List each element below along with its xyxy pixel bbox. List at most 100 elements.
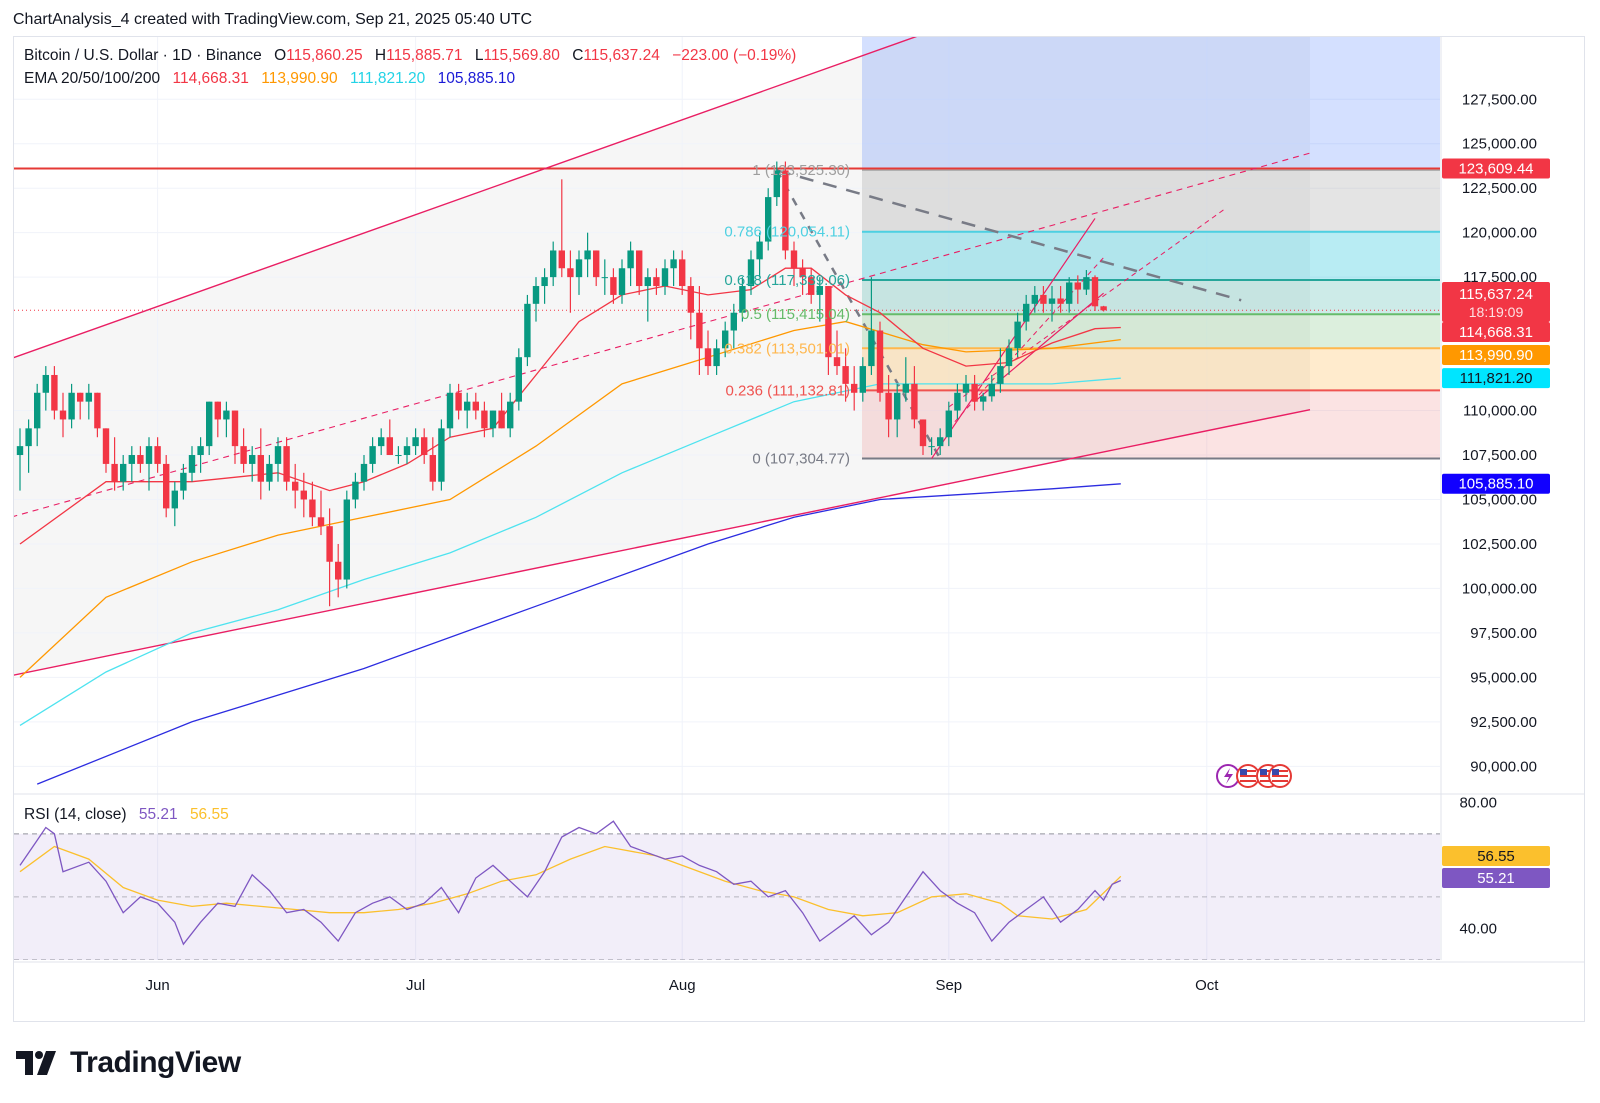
candle-body bbox=[171, 490, 178, 509]
candle-body bbox=[687, 286, 694, 313]
candle-body bbox=[773, 170, 780, 198]
price-tick-label: 95,000.00 bbox=[1470, 669, 1537, 686]
candle-body bbox=[567, 268, 574, 278]
candle-body bbox=[421, 437, 428, 456]
candle-body bbox=[498, 410, 505, 429]
candle-body bbox=[68, 392, 75, 420]
candle-body bbox=[1083, 277, 1090, 290]
candle-body bbox=[593, 250, 600, 278]
price-axis-badge bbox=[1442, 846, 1550, 866]
candle-body bbox=[919, 419, 927, 447]
candle-body bbox=[283, 446, 290, 482]
candle-body bbox=[1066, 282, 1073, 304]
candle-body bbox=[360, 463, 368, 482]
candle-body bbox=[842, 366, 849, 384]
price-axis-badge-text: 113,990.90 bbox=[1459, 347, 1533, 364]
candle-body bbox=[102, 428, 110, 464]
price-tick-label: 102,500.00 bbox=[1462, 536, 1537, 553]
candle-body bbox=[343, 499, 350, 580]
rsi-tick-label: 80.00 bbox=[1459, 794, 1497, 811]
high-value: 115,885.71 bbox=[386, 47, 463, 64]
fib-level-label: 0.5 (115,415.04) bbox=[741, 306, 850, 323]
channel-upper-line bbox=[14, 37, 918, 359]
fib-level-label: 0.236 (111,132.81) bbox=[725, 382, 850, 399]
fib-level-label: 0 (107,304.77) bbox=[752, 450, 850, 467]
tradingview-logo[interactable]: TradingView bbox=[16, 1046, 241, 1080]
price-tick-label: 122,500.00 bbox=[1462, 180, 1537, 197]
candle-body bbox=[730, 312, 737, 331]
candle-body bbox=[231, 410, 239, 447]
candle-body bbox=[610, 277, 617, 295]
price-tick-label: 105,000.00 bbox=[1462, 491, 1537, 508]
candle-body bbox=[1091, 277, 1099, 307]
candle-body bbox=[515, 357, 522, 402]
candle-body bbox=[180, 472, 187, 491]
candle-body bbox=[1023, 303, 1030, 322]
rsi-legend[interactable]: RSI (14, close) 55.21 56.55 bbox=[24, 806, 229, 824]
candle-body bbox=[206, 401, 213, 447]
candle-body bbox=[713, 348, 720, 367]
candle-body bbox=[51, 374, 58, 411]
candle-body bbox=[636, 250, 643, 287]
price-axis-badge bbox=[1442, 158, 1550, 179]
candle-body bbox=[223, 410, 230, 420]
candle-body bbox=[945, 410, 952, 438]
close-label: C bbox=[572, 47, 584, 64]
us-flag-event-icon[interactable] bbox=[1268, 764, 1292, 788]
candle-body bbox=[1014, 321, 1021, 349]
candle-body bbox=[137, 455, 144, 464]
candle-body bbox=[627, 250, 634, 269]
ema-legend[interactable]: EMA 20/50/100/200 114,668.31 113,990.90 … bbox=[24, 70, 515, 88]
time-tick-label: Sep bbox=[935, 977, 962, 994]
candle-body bbox=[120, 463, 127, 482]
channel-mid-line bbox=[14, 152, 1311, 517]
candle-body bbox=[859, 366, 866, 393]
candle-body bbox=[77, 392, 84, 402]
ema100-line bbox=[19, 377, 1121, 726]
candle-body bbox=[739, 286, 746, 313]
price-tick-label: 100,000.00 bbox=[1462, 580, 1537, 597]
price-tick-label: 92,500.00 bbox=[1470, 714, 1537, 731]
ema-label: EMA 20/50/100/200 bbox=[24, 70, 161, 87]
candle-body bbox=[532, 286, 540, 304]
projection-zone bbox=[862, 37, 1440, 169]
rsi-ma-line bbox=[19, 845, 1122, 920]
candle-body bbox=[59, 410, 67, 420]
ema50-line bbox=[19, 320, 1121, 678]
candle-body bbox=[584, 250, 591, 260]
rsi-tick-label: 40.00 bbox=[1459, 920, 1497, 937]
price-axis-badge-text: 114,668.31 bbox=[1459, 324, 1533, 341]
candle-body bbox=[335, 561, 342, 580]
brand-name: TradingView bbox=[70, 1046, 241, 1079]
price-axis-badge-text: 123,609.44 bbox=[1458, 160, 1533, 177]
candle-body bbox=[188, 455, 196, 473]
candle-body bbox=[816, 286, 823, 295]
candle-body bbox=[825, 286, 832, 358]
price-axis-badge-text: 56.55 bbox=[1477, 848, 1515, 865]
countdown-text: 18:19:09 bbox=[1469, 304, 1524, 320]
candle-body bbox=[446, 392, 454, 429]
candle-body bbox=[16, 446, 24, 456]
price-axis-badge bbox=[1442, 282, 1550, 322]
candle-body bbox=[197, 446, 204, 456]
open-label: O bbox=[274, 47, 287, 64]
candle-body bbox=[403, 446, 411, 456]
candle-body bbox=[782, 170, 789, 251]
us-flag-event-icon[interactable] bbox=[1236, 764, 1260, 788]
price-tick-label: 97,500.00 bbox=[1470, 625, 1537, 642]
candle-body bbox=[85, 392, 92, 402]
price-axis-badge bbox=[1442, 368, 1550, 389]
candle-body bbox=[412, 437, 419, 447]
price-tick-label: 127,500.00 bbox=[1462, 91, 1537, 108]
candle-body bbox=[885, 392, 892, 420]
symbol-legend[interactable]: Bitcoin / U.S. Dollar · 1D · Binance O11… bbox=[24, 47, 796, 65]
time-tick-label: Oct bbox=[1195, 977, 1219, 994]
candle-body bbox=[309, 499, 316, 518]
candle-body bbox=[704, 348, 712, 367]
candle-body bbox=[876, 330, 884, 393]
candle-body bbox=[661, 268, 669, 287]
candle-body bbox=[765, 197, 772, 242]
candle-body bbox=[747, 259, 755, 287]
flash-icon[interactable] bbox=[1216, 764, 1240, 788]
